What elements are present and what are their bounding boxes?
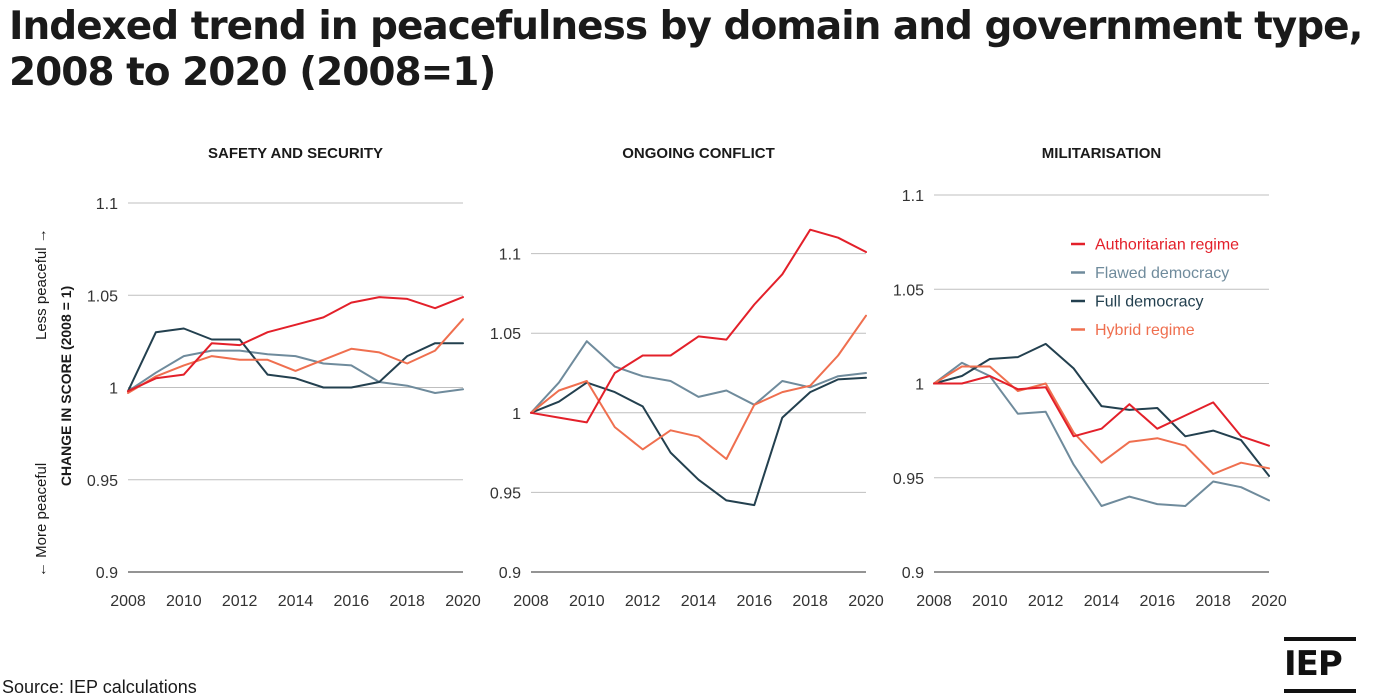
legend-label: Full democracy bbox=[1095, 294, 1203, 311]
x-tick-label: 2008 bbox=[110, 593, 146, 610]
series-line-flawed-democracy bbox=[933, 361, 1270, 507]
series-line-authoritarian-regime bbox=[127, 296, 464, 393]
x-tick-label: 2016 bbox=[737, 593, 773, 610]
y-tick-label: 1.05 bbox=[87, 288, 118, 305]
y-tick-label: 0.95 bbox=[490, 485, 521, 502]
logo-top-bar bbox=[1284, 637, 1356, 641]
series-line-hybrid-regime bbox=[933, 365, 1270, 475]
x-tick-label: 2014 bbox=[278, 593, 314, 610]
y-tick-label: 0.95 bbox=[87, 473, 118, 490]
x-tick-label: 2014 bbox=[681, 593, 717, 610]
y-axis-title: CHANGE IN SCORE (2008 = 1) bbox=[58, 286, 74, 486]
x-tick-label: 2020 bbox=[848, 593, 884, 610]
series-line-full-democracy bbox=[127, 327, 464, 393]
y-tick-label: 1 bbox=[915, 377, 924, 394]
y-tick-label: 1.1 bbox=[499, 247, 521, 264]
x-tick-label: 2014 bbox=[1084, 593, 1120, 610]
x-tick-label: 2008 bbox=[916, 593, 952, 610]
panel-title: ONGOING CONFLICT bbox=[622, 145, 775, 162]
panel-title: SAFETY AND SECURITY bbox=[208, 145, 383, 162]
y-tick-label: 1 bbox=[109, 381, 118, 398]
x-tick-label: 2018 bbox=[389, 593, 425, 610]
x-tick-label: 2010 bbox=[972, 593, 1008, 610]
series-line-flawed-democracy bbox=[127, 349, 464, 394]
x-tick-label: 2018 bbox=[792, 593, 828, 610]
series-line-full-democracy bbox=[933, 342, 1270, 477]
y-axis-bottom-note: ← More peaceful bbox=[33, 463, 50, 577]
y-axis-top-note: Less peaceful → bbox=[33, 228, 50, 340]
y-tick-label: 1 bbox=[512, 406, 521, 423]
x-tick-label: 2016 bbox=[1140, 593, 1176, 610]
x-tick-label: 2012 bbox=[1028, 593, 1064, 610]
chart-panel-3: MILITARISATION 0.9 0.95 1 1.05 1.1 2008 2010 201… bbox=[893, 145, 1287, 610]
series-line-hybrid-regime bbox=[127, 318, 464, 394]
series-line-flawed-democracy bbox=[530, 340, 867, 414]
y-tick-label: 0.9 bbox=[902, 565, 924, 582]
y-tick-label: 1.1 bbox=[96, 196, 118, 213]
logo-text: IEP bbox=[1284, 644, 1343, 684]
legend-label: Hybrid regime bbox=[1095, 322, 1195, 339]
panel-title: MILITARISATION bbox=[1042, 145, 1161, 162]
x-tick-label: 2008 bbox=[513, 593, 549, 610]
legend-label: Authoritarian regime bbox=[1095, 237, 1239, 254]
series-line-authoritarian-regime bbox=[530, 228, 867, 424]
logo-bottom-bar bbox=[1284, 689, 1356, 693]
source-note: Source: IEP calculations bbox=[2, 677, 197, 697]
x-tick-label: 2020 bbox=[1251, 593, 1287, 610]
y-tick-label: 0.9 bbox=[499, 565, 521, 582]
y-tick-label: 0.9 bbox=[96, 565, 118, 582]
chart-panel-2: ONGOING CONFLICT 0.9 0.95 1 1.05 1.1 2008 2010 2… bbox=[490, 145, 884, 610]
x-tick-label: 2018 bbox=[1195, 593, 1231, 610]
y-tick-label: 0.95 bbox=[893, 471, 924, 488]
y-tick-label: 1.05 bbox=[893, 282, 924, 299]
x-tick-label: 2016 bbox=[334, 593, 370, 610]
legend: Authoritarian regime Flawed democracy Full… bbox=[1071, 237, 1239, 339]
chart-title: Indexed trend in peacefulness by domain … bbox=[9, 4, 1363, 95]
y-axis-title-group: Less peaceful → CHANGE IN SCORE (2008 = … bbox=[33, 228, 74, 577]
legend-label: Flawed democracy bbox=[1095, 265, 1229, 282]
y-tick-label: 1.1 bbox=[902, 188, 924, 205]
y-tick-label: 1.05 bbox=[490, 326, 521, 343]
x-tick-label: 2012 bbox=[625, 593, 661, 610]
series-line-authoritarian-regime bbox=[933, 375, 1270, 447]
chart-panel-1: SAFETY AND SECURITY 0.9 0.95 1 1.05 1.1 2008 20… bbox=[87, 145, 481, 610]
x-tick-label: 2020 bbox=[445, 593, 481, 610]
iep-logo: IEP bbox=[1284, 637, 1356, 693]
x-tick-label: 2010 bbox=[569, 593, 605, 610]
x-tick-label: 2012 bbox=[222, 593, 258, 610]
series-line-hybrid-regime bbox=[530, 314, 867, 460]
x-tick-label: 2010 bbox=[166, 593, 202, 610]
